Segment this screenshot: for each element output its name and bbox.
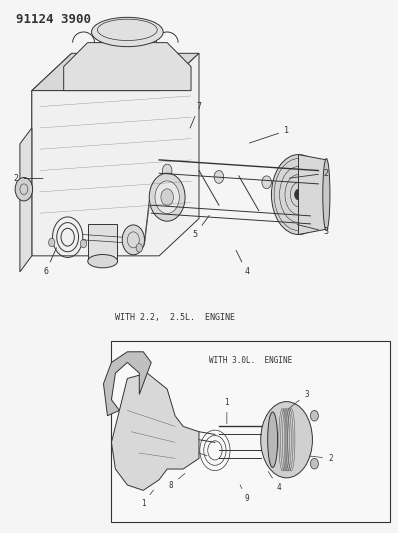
Circle shape [136,244,142,252]
Ellipse shape [261,402,312,478]
Circle shape [149,173,185,221]
Text: 4: 4 [236,251,249,276]
Circle shape [214,171,224,183]
Bar [88,224,117,259]
Circle shape [310,410,318,421]
Polygon shape [64,43,191,91]
Text: 4: 4 [268,471,281,492]
Text: 3: 3 [297,224,329,236]
Text: 2: 2 [309,454,333,463]
Ellipse shape [323,159,330,231]
Text: 7: 7 [190,102,201,128]
Polygon shape [298,155,326,235]
Polygon shape [111,373,199,490]
Text: WITH 2.2,  2.5L.  ENGINE: WITH 2.2, 2.5L. ENGINE [115,313,235,321]
Polygon shape [20,128,32,272]
Circle shape [122,225,144,255]
Circle shape [162,164,172,177]
Text: WITH 3.0L.  ENGINE: WITH 3.0L. ENGINE [209,356,293,365]
Text: 5: 5 [193,215,209,239]
Polygon shape [32,53,72,256]
Ellipse shape [267,412,278,467]
Circle shape [262,176,271,189]
Polygon shape [103,352,151,416]
Circle shape [161,189,174,206]
Polygon shape [32,53,199,256]
Text: 1: 1 [224,398,229,424]
Bar [111,341,390,522]
Circle shape [310,458,318,469]
Circle shape [49,238,55,247]
Circle shape [80,239,87,248]
Text: 8: 8 [169,473,185,489]
Circle shape [155,181,179,214]
Text: 9: 9 [240,485,249,503]
Polygon shape [32,53,199,91]
Circle shape [15,177,33,201]
Ellipse shape [92,17,163,47]
Text: 1: 1 [141,490,154,508]
Text: 6: 6 [43,248,57,276]
Text: 2: 2 [14,174,43,183]
Circle shape [295,189,302,200]
Text: 1: 1 [250,126,289,143]
Text: 3: 3 [289,390,309,409]
Text: 91124 3900: 91124 3900 [16,13,91,26]
Ellipse shape [88,255,118,268]
Ellipse shape [271,155,326,235]
Text: 2: 2 [289,169,329,178]
